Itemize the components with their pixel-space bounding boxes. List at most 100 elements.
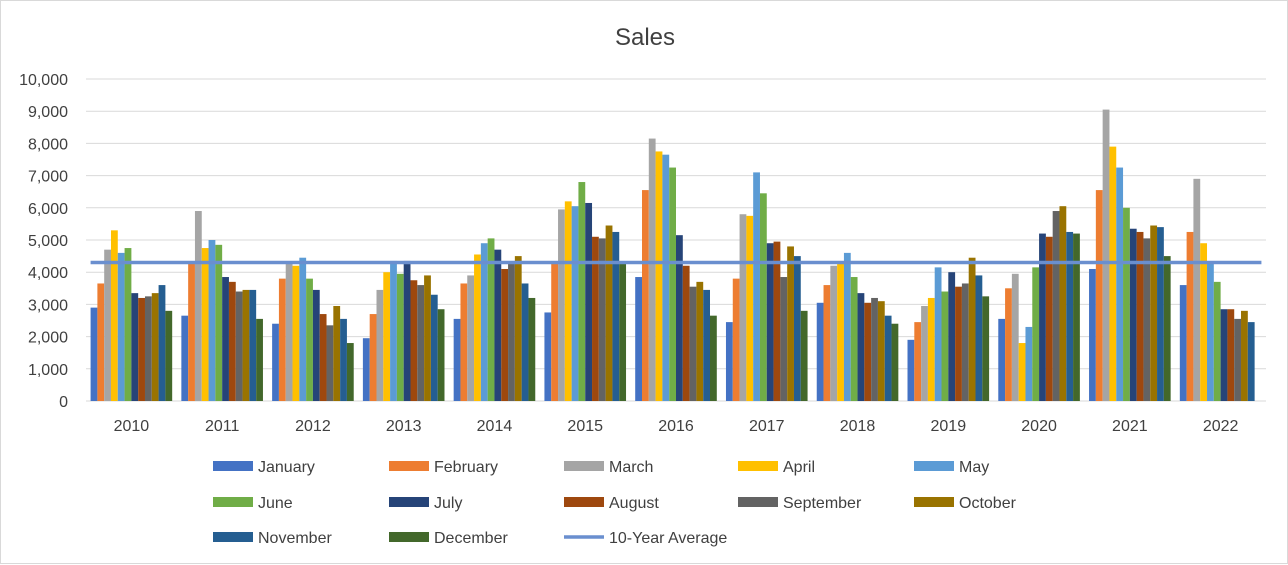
bar-june-2011: [215, 244, 223, 401]
bar-may-2022: [1207, 262, 1214, 401]
x-tick-label: 2021: [1112, 418, 1148, 435]
bar-march-2012: [285, 262, 293, 401]
bar-july-2015: [585, 202, 593, 401]
bar-january-2015: [544, 312, 552, 401]
legend-label: October: [959, 495, 1017, 512]
bar-october-2019: [968, 257, 976, 401]
bar-february-2013: [369, 314, 377, 401]
bar-october-2017: [787, 246, 794, 401]
bar-may-2019: [934, 267, 942, 401]
bar-january-2018: [816, 302, 824, 401]
bar-august-2010: [138, 297, 145, 401]
legend-swatch-january: [213, 461, 253, 471]
bar-december-2020: [1073, 233, 1080, 401]
bar-november-2022: [1247, 322, 1255, 401]
bar-august-2020: [1045, 236, 1053, 401]
bar-june-2013: [396, 273, 404, 401]
bar-september-2018: [871, 297, 878, 401]
bar-september-2014: [508, 262, 515, 401]
bar-july-2018: [857, 293, 865, 401]
bar-april-2011: [201, 248, 209, 401]
bar-november-2013: [430, 294, 438, 401]
bar-august-2017: [773, 241, 781, 401]
y-tick-label: 4,000: [28, 265, 68, 282]
bar-november-2010: [158, 285, 166, 401]
bar-october-2012: [333, 306, 341, 401]
legend-swatch-june: [213, 497, 253, 507]
bar-october-2021: [1150, 225, 1158, 401]
y-tick-label: 5,000: [28, 233, 68, 250]
legend-label: November: [258, 530, 332, 547]
bar-february-2020: [1005, 288, 1012, 401]
legend-label: December: [434, 530, 508, 547]
bar-april-2021: [1109, 146, 1117, 401]
y-tick-label: 3,000: [28, 297, 68, 314]
bar-september-2017: [780, 277, 788, 401]
bar-april-2012: [292, 265, 300, 401]
bar-october-2011: [242, 289, 250, 401]
bar-august-2013: [410, 280, 418, 401]
x-tick-label: 2018: [840, 418, 876, 435]
bar-october-2022: [1241, 310, 1248, 401]
bar-september-2022: [1234, 318, 1242, 401]
chart-title: Sales: [615, 24, 675, 51]
bar-december-2010: [165, 310, 173, 401]
bar-february-2011: [188, 262, 195, 401]
bar-september-2015: [598, 238, 606, 401]
y-tick-label: 6,000: [28, 201, 68, 218]
bar-march-2018: [830, 265, 838, 401]
bar-september-2013: [417, 285, 425, 401]
bar-november-2011: [249, 289, 257, 401]
legend-label: June: [258, 495, 293, 512]
bar-march-2020: [1011, 273, 1019, 401]
bar-june-2015: [578, 182, 586, 401]
x-tick-label: 2019: [931, 418, 967, 435]
bar-april-2022: [1200, 243, 1208, 401]
bar-june-2020: [1032, 267, 1040, 401]
bar-may-2017: [753, 172, 760, 401]
bar-december-2015: [619, 262, 627, 401]
bar-june-2012: [306, 278, 313, 401]
bar-december-2012: [346, 343, 354, 401]
legend-swatch-march: [564, 461, 604, 471]
bar-december-2016: [710, 315, 717, 401]
bar-november-2017: [793, 256, 801, 401]
bar-february-2019: [914, 322, 922, 401]
legend-swatch-april: [738, 461, 778, 471]
bar-june-2017: [759, 193, 767, 401]
bar-january-2016: [635, 277, 642, 401]
bar-march-2016: [648, 138, 656, 401]
bar-june-2021: [1123, 207, 1130, 401]
x-tick-label: 2013: [386, 418, 422, 435]
legend-swatch-february: [389, 461, 429, 471]
bars: [90, 109, 1255, 401]
bar-june-2014: [487, 238, 495, 401]
bar-august-2015: [592, 236, 599, 401]
bar-august-2014: [501, 268, 509, 401]
legend-label: May: [959, 459, 989, 476]
bar-october-2020: [1059, 206, 1067, 401]
bar-march-2010: [104, 249, 111, 401]
bar-september-2021: [1143, 238, 1151, 401]
bar-september-2016: [689, 286, 697, 401]
bar-november-2012: [340, 318, 347, 401]
bar-june-2016: [669, 167, 676, 401]
legend-label: August: [609, 495, 659, 512]
bar-april-2015: [564, 201, 572, 401]
bar-july-2012: [312, 289, 320, 401]
legend-swatch-august: [564, 497, 604, 507]
y-tick-label: 2,000: [28, 330, 68, 347]
legend-label: March: [609, 459, 653, 476]
bar-may-2016: [662, 154, 670, 401]
bar-february-2018: [823, 285, 831, 401]
bar-february-2022: [1186, 231, 1194, 401]
y-axis-ticks: 0 1,000 2,000 3,000 4,000 5,000 6,000 7,000 8,00…: [19, 72, 68, 411]
bar-march-2022: [1193, 178, 1201, 401]
bar-may-2011: [208, 240, 216, 401]
bar-april-2020: [1018, 343, 1026, 401]
x-tick-label: 2012: [295, 418, 331, 435]
bar-january-2017: [725, 322, 733, 401]
x-tick-label: 2011: [205, 418, 240, 435]
bar-december-2013: [437, 309, 445, 401]
bar-november-2019: [975, 275, 983, 401]
